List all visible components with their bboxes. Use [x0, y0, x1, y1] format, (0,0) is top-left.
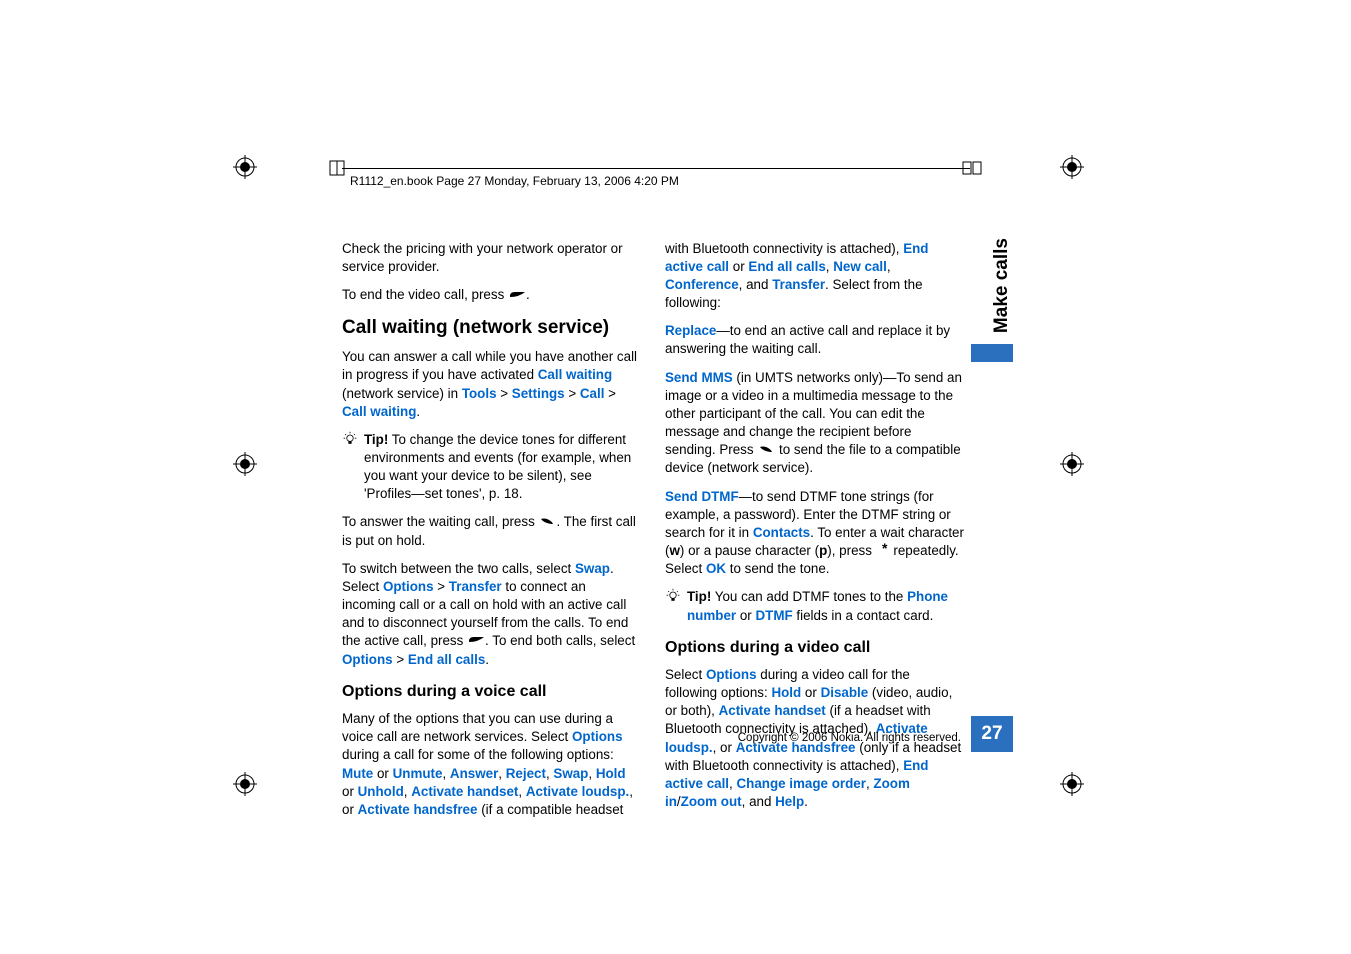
link-activate-handset: Activate handset [719, 703, 826, 718]
link-call-waiting: Call waiting [538, 367, 612, 382]
book-icon [328, 158, 348, 178]
link-new-call: New call [833, 259, 887, 274]
link-call-waiting: Call waiting [342, 404, 416, 419]
link-send-dtmf: Send DTMF [665, 489, 739, 504]
body-text: Send MMS (in UMTS networks only)—To send… [665, 369, 964, 478]
registration-mark-icon [233, 772, 257, 796]
link-conference: Conference [665, 277, 739, 292]
link-reject: Reject [506, 766, 546, 781]
registration-mark-icon [233, 452, 257, 476]
link-disable: Disable [821, 685, 869, 700]
registration-mark-icon [1060, 155, 1084, 179]
tip-block: Tip! To change the device tones for diff… [342, 431, 641, 503]
link-activate-loudsp: Activate loudsp. [526, 784, 629, 799]
link-answer: Answer [450, 766, 498, 781]
registration-mark-icon [1060, 452, 1084, 476]
link-activate-handsfree: Activate handsfree [358, 802, 478, 817]
tip-icon [342, 431, 360, 452]
page-number: 27 [971, 716, 1013, 752]
tip-label: Tip! [364, 432, 388, 447]
call-key-icon [757, 441, 775, 459]
link-contacts: Contacts [753, 525, 810, 540]
link-options: Options [342, 652, 393, 667]
column-left: Check the pricing with your network oper… [342, 240, 641, 829]
heading-voice-options: Options during a voice call [342, 681, 641, 703]
header-text: R1112_en.book Page 27 Monday, February 1… [350, 174, 679, 188]
body-text: To answer the waiting call, press . The … [342, 513, 641, 550]
link-dtmf: DTMF [755, 608, 792, 623]
link-unmute: Unmute [393, 766, 443, 781]
call-key-icon [538, 513, 556, 531]
link-transfer: Transfer [772, 277, 825, 292]
link-transfer: Transfer [449, 579, 502, 594]
side-accent-bar [971, 344, 1013, 362]
link-change-image-order: Change image order [736, 776, 865, 791]
link-hold: Hold [771, 685, 801, 700]
link-ok: OK [706, 561, 726, 576]
body-text: Many of the options that you can use dur… [342, 710, 641, 819]
link-mute: Mute [342, 766, 373, 781]
link-activate-handset: Activate handset [411, 784, 518, 799]
body-text: Check the pricing with your network oper… [342, 240, 641, 276]
body-text: To switch between the two calls, select … [342, 560, 641, 669]
link-end-all-calls: End all calls [748, 259, 825, 274]
link-replace: Replace [665, 323, 716, 338]
link-hold: Hold [596, 766, 626, 781]
registration-mark-icon [233, 155, 257, 179]
body-text: with Bluetooth connectivity is attached)… [665, 240, 964, 312]
body-text: You can answer a call while you have ano… [342, 348, 641, 420]
link-options: Options [383, 579, 434, 594]
end-key-icon [467, 632, 485, 650]
link-end-all-calls: End all calls [408, 652, 485, 667]
heading-call-waiting: Call waiting (network service) [342, 315, 641, 341]
link-help: Help [775, 794, 804, 809]
link-unhold: Unhold [358, 784, 404, 799]
body-text: Send DTMF—to send DTMF tone strings (for… [665, 488, 964, 579]
link-swap: Swap [553, 766, 588, 781]
tip-label: Tip! [687, 589, 711, 604]
link-zoom-out: Zoom out [681, 794, 742, 809]
copyright-text: Copyright © 2006 Nokia. All rights reser… [738, 732, 961, 744]
link-send-mms: Send MMS [665, 370, 733, 385]
link-options: Options [706, 667, 757, 682]
star-key-icon [876, 542, 890, 560]
link-options: Options [572, 729, 623, 744]
link-swap: Swap [575, 561, 610, 576]
link-call: Call [580, 386, 605, 401]
link-settings: Settings [512, 386, 565, 401]
body-text: Replace—to end an active call and replac… [665, 322, 964, 358]
end-key-icon [508, 287, 526, 305]
section-tab: Make calls [991, 238, 1013, 333]
tip-icon [665, 588, 683, 609]
tip-block: Tip! You can add DTMF tones to the Phone… [665, 588, 964, 624]
body-text: To end the video call, press . [342, 286, 641, 305]
spread-icon [962, 158, 982, 178]
link-tools: Tools [462, 386, 497, 401]
header-rule [342, 168, 970, 169]
heading-video-options: Options during a video call [665, 637, 964, 659]
registration-mark-icon [1060, 772, 1084, 796]
